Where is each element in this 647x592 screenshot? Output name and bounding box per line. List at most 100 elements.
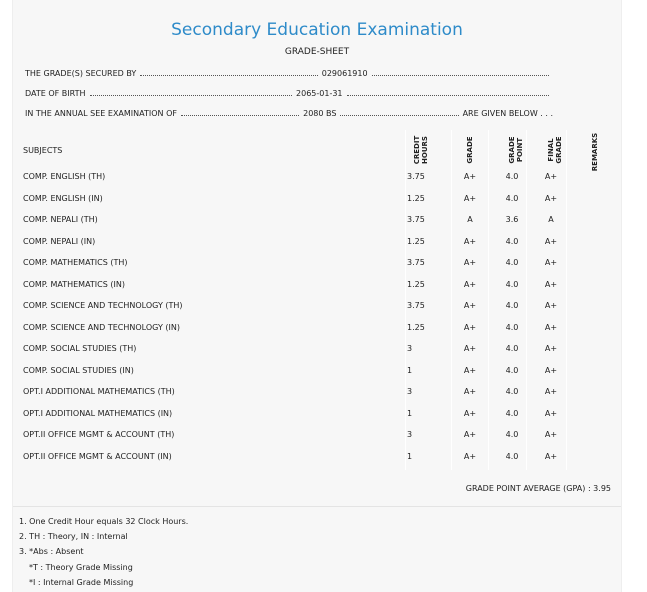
info-line: IN THE ANNUAL SEE EXAMINATION OF 2080 BS A… xyxy=(25,109,553,118)
dot-leader xyxy=(340,109,459,116)
info-end: ARE GIVEN BELOW . . . xyxy=(462,109,553,118)
grade-cell: A+ xyxy=(463,365,477,375)
gpa: GRADE POINT AVERAGE (GPA) : 3.95 xyxy=(465,484,611,493)
column-separator xyxy=(488,130,489,470)
grade-cell: 1.25 xyxy=(407,193,425,203)
subject-name: COMP. NEPALI (TH) xyxy=(23,215,98,224)
grade-cell: A+ xyxy=(544,279,558,289)
note: 1. One Credit Hour equals 32 Clock Hours… xyxy=(19,517,189,526)
note: 3. *Abs : Absent xyxy=(19,547,84,557)
column-header: GRADE POINT xyxy=(508,136,524,164)
subject-name: OPT.I ADDITIONAL MATHEMATICS (IN) xyxy=(23,408,173,418)
note: *T : Theory Grade Missing xyxy=(29,562,133,572)
grade-cell: 4.0 xyxy=(505,258,519,267)
grade-cell: A+ xyxy=(463,430,477,439)
column-header: CREDIT HOURS xyxy=(413,135,429,165)
grade-cell: 3 xyxy=(407,430,413,439)
grade-cell: A+ xyxy=(544,322,558,332)
subject-name: COMP. SCIENCE AND TECHNOLOGY (IN) xyxy=(23,322,180,332)
dot-leader xyxy=(180,109,300,116)
dot-leader xyxy=(140,69,318,76)
dot-leader xyxy=(371,69,549,76)
grade-cell: A+ xyxy=(544,430,558,439)
grade-cell: A+ xyxy=(544,365,558,375)
column-separator xyxy=(451,130,452,470)
grade-cell: 1 xyxy=(407,365,413,375)
subject-name: COMP. NEPALI (IN) xyxy=(23,236,96,246)
grade-cell: A+ xyxy=(463,301,477,310)
column-separator xyxy=(405,130,406,470)
grade-cell: A+ xyxy=(544,301,558,310)
info-value: 2080 BS xyxy=(303,109,337,118)
grade-sheet-panel: Secondary Education Examination GRADE-SH… xyxy=(12,0,622,592)
subject-name: COMP. SOCIAL STUDIES (TH) xyxy=(23,344,137,353)
grade-cell: A+ xyxy=(463,387,477,396)
info-line: DATE OF BIRTH 2065-01-31 xyxy=(25,89,553,98)
grade-cell: A xyxy=(548,215,554,224)
grade-cell: A+ xyxy=(544,344,558,353)
grade-cell: 4.0 xyxy=(505,430,519,439)
grade-cell: A+ xyxy=(463,172,477,181)
grade-cell: 4.0 xyxy=(505,172,519,181)
grade-cell: 4.0 xyxy=(505,344,519,353)
grade-cell: 4.0 xyxy=(505,322,519,332)
subject-name: COMP. ENGLISH (IN) xyxy=(23,193,103,203)
grade-cell: 4.0 xyxy=(505,279,519,289)
note: *I : Internal Grade Missing xyxy=(29,577,134,587)
column-separator xyxy=(526,130,527,470)
subject-name: OPT.II OFFICE MGMT & ACCOUNT (TH) xyxy=(23,430,175,439)
grade-cell: A xyxy=(467,215,473,224)
grade-cell: 1 xyxy=(407,408,413,418)
subject-name: OPT.II OFFICE MGMT & ACCOUNT (IN) xyxy=(23,451,172,461)
grade-cell: 1 xyxy=(407,451,413,461)
note: 2. TH : Theory, IN : Internal xyxy=(19,532,128,542)
grade-cell: 4.0 xyxy=(505,301,519,310)
grade-cell: A+ xyxy=(463,408,477,418)
grade-cell: 1.25 xyxy=(407,236,425,246)
column-header: GRADE xyxy=(466,136,474,164)
subject-name: COMP. SCIENCE AND TECHNOLOGY (TH) xyxy=(23,301,183,310)
grade-cell: 3 xyxy=(407,387,413,396)
grade-cell: 3.75 xyxy=(407,172,425,181)
grade-cell: 4.0 xyxy=(505,408,519,418)
grade-cell: A+ xyxy=(544,172,558,181)
subtitle: GRADE-SHEET xyxy=(284,47,350,57)
grade-cell: 1.25 xyxy=(407,279,425,289)
grade-cell: 3.75 xyxy=(407,215,425,224)
grade-cell: 4.0 xyxy=(505,365,519,375)
grade-cell: 4.0 xyxy=(505,193,519,203)
column-header: FINAL GRADE xyxy=(547,136,563,164)
grade-cell: A+ xyxy=(463,451,477,461)
subject-name: COMP. ENGLISH (TH) xyxy=(23,172,106,181)
subject-name: COMP. SOCIAL STUDIES (IN) xyxy=(23,365,134,375)
grade-cell: 1.25 xyxy=(407,322,425,332)
dot-leader xyxy=(89,89,293,96)
grade-cell: 3.75 xyxy=(407,258,425,267)
column-header: REMARKS xyxy=(591,132,599,172)
info-label: THE GRADE(S) SECURED BY xyxy=(25,69,137,78)
info-value: 2065-01-31 xyxy=(296,89,343,98)
grade-cell: A+ xyxy=(544,451,558,461)
grade-cell: A+ xyxy=(463,236,477,246)
grade-cell: A+ xyxy=(544,408,558,418)
subject-name: COMP. MATHEMATICS (IN) xyxy=(23,279,125,289)
dot-leader xyxy=(346,89,549,96)
info-line: THE GRADE(S) SECURED BY 029061910 xyxy=(25,69,553,78)
grade-cell: 4.0 xyxy=(505,236,519,246)
divider xyxy=(13,506,621,507)
info-label: DATE OF BIRTH xyxy=(25,89,86,98)
grade-cell: 3 xyxy=(407,344,413,353)
grade-cell: A+ xyxy=(544,193,558,203)
grade-cell: A+ xyxy=(463,279,477,289)
grade-cell: A+ xyxy=(463,344,477,353)
subject-name: OPT.I ADDITIONAL MATHEMATICS (TH) xyxy=(23,387,175,396)
title: Secondary Education Examination xyxy=(171,20,463,40)
column-header: SUBJECTS xyxy=(23,146,63,155)
grade-cell: A+ xyxy=(463,258,477,267)
grade-cell: A+ xyxy=(544,236,558,246)
info-value: 029061910 xyxy=(321,69,368,78)
grade-cell: 4.0 xyxy=(505,387,519,396)
grade-cell: A+ xyxy=(544,387,558,396)
info-label: IN THE ANNUAL SEE EXAMINATION OF xyxy=(25,109,177,118)
